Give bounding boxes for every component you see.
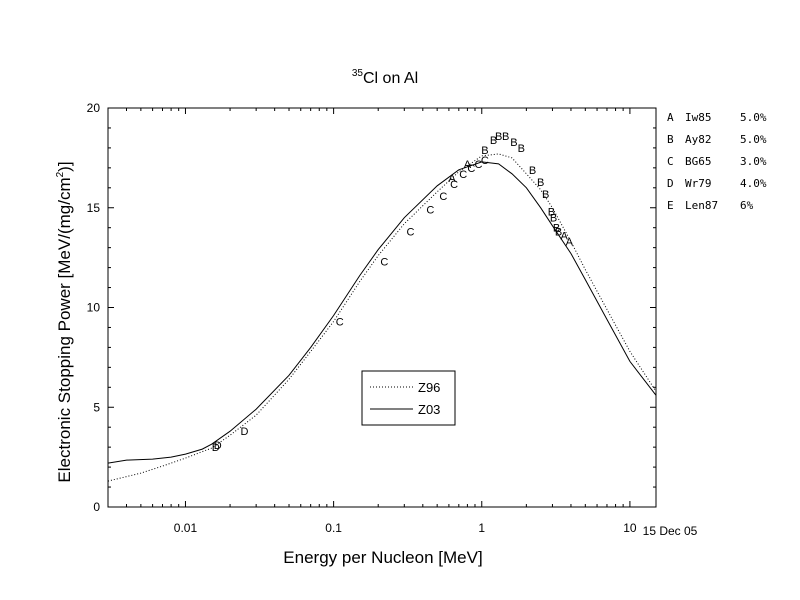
data-point-a: A <box>566 237 574 249</box>
data-point-b: B <box>502 131 509 143</box>
data-point-b: B <box>555 227 562 239</box>
data-point-b: B <box>495 131 502 143</box>
x-tick-label: 0.1 <box>325 521 342 535</box>
y-tick-labels: 0 5 10 15 20 <box>87 101 101 514</box>
data-point-d: D <box>214 440 222 452</box>
data-point-c: C <box>406 227 414 239</box>
reference-name: BG65 <box>685 155 712 168</box>
plot-frame <box>107 107 657 508</box>
reference-error: 4.0% <box>740 177 767 190</box>
y-tick-label: 10 <box>87 301 101 315</box>
data-point-d: D <box>212 442 220 454</box>
chart-title: 35Cl on Al <box>352 68 418 87</box>
y-axis-title-main: Electronic Stopping Power [MeV/(mg/cm <box>55 177 74 482</box>
data-point-c: C <box>481 155 489 167</box>
legend-label-z03: Z03 <box>418 402 440 417</box>
data-point-b: B <box>542 189 549 201</box>
data-point-b: B <box>553 223 560 235</box>
data-point-c: C <box>467 163 475 175</box>
series-curves <box>107 153 657 482</box>
reference-letter: C <box>667 155 674 168</box>
reference-error: 6% <box>740 199 754 212</box>
data-point-b: B <box>529 165 536 177</box>
y-axis-title: Electronic Stopping Power [MeV/(mg/cm2)] <box>55 161 74 482</box>
legend-label-z96: Z96 <box>418 380 440 395</box>
chart-title-superscript: 35 <box>352 68 364 79</box>
data-point-c: C <box>474 159 482 171</box>
reference-name: Len87 <box>685 199 718 212</box>
y-tick-label: 15 <box>87 201 101 215</box>
reference-name: Ay82 <box>685 133 712 146</box>
x-tick-label: 1 <box>478 521 485 535</box>
data-point-b: B <box>518 143 525 155</box>
reference-error: 3.0% <box>740 155 767 168</box>
reference-error: 5.0% <box>740 133 767 146</box>
x-tick-label: 0.01 <box>174 521 198 535</box>
axis-ticks <box>107 107 656 508</box>
series-line-z96 <box>107 153 657 482</box>
legend: Z96 Z03 <box>361 370 456 426</box>
reference-letter: A <box>667 111 674 124</box>
data-point-d: D <box>240 426 248 438</box>
data-point-b: B <box>548 207 555 219</box>
series-line-z03 <box>107 161 657 464</box>
data-point-b: B <box>490 135 497 147</box>
reference-letter: B <box>667 133 674 146</box>
y-tick-label: 5 <box>93 400 100 414</box>
x-axis-title: Energy per Nucleon [MeV] <box>283 548 482 567</box>
legend-box <box>361 370 456 426</box>
x-tick-label: 10 <box>623 521 637 535</box>
data-point-b: B <box>510 137 517 149</box>
data-point-b: B <box>537 177 544 189</box>
reference-letter: E <box>667 199 674 212</box>
y-tick-label: 20 <box>87 101 101 115</box>
date-label: 15 Dec 05 <box>643 524 698 538</box>
data-point-c: C <box>380 257 388 269</box>
data-point-a: A <box>561 231 569 243</box>
reference-name: Iw85 <box>685 111 712 124</box>
y-tick-label: 0 <box>93 500 100 514</box>
reference-letter: D <box>667 177 674 190</box>
y-axis-title-end: )] <box>55 161 74 171</box>
data-point-b: B <box>550 213 557 225</box>
data-point-c: C <box>426 205 434 217</box>
x-tick-labels: 0.01 0.1 1 10 <box>174 521 637 535</box>
data-point-c: C <box>450 179 458 191</box>
data-point-a: A <box>448 173 456 185</box>
data-point-c: C <box>459 169 467 181</box>
reference-name: Wr79 <box>685 177 712 190</box>
data-point-c: C <box>336 316 344 328</box>
data-point-a: A <box>464 159 472 171</box>
y-axis-title-sup: 2 <box>55 171 66 177</box>
data-point-b: B <box>481 145 488 157</box>
reference-error: 5.0% <box>740 111 767 124</box>
data-point-c: C <box>439 191 447 203</box>
reference-list: A Iw85 5.0% B Ay82 5.0% C BG65 3.0% D Wr79 4.0% E Len… <box>667 111 767 212</box>
chart-title-text: Cl on Al <box>363 70 418 87</box>
